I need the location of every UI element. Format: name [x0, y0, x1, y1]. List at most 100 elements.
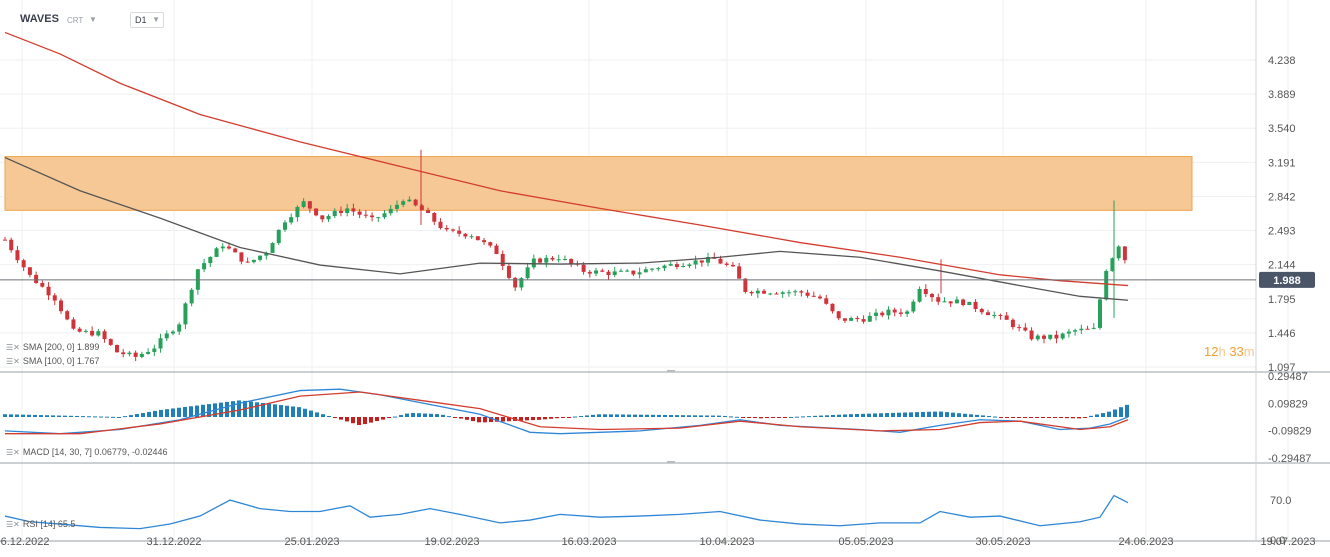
price-tick-label: 3.540	[1268, 123, 1296, 135]
symbol-name[interactable]: WAVES	[20, 13, 59, 25]
macd-bar	[87, 416, 91, 418]
candle	[245, 257, 250, 263]
macd-bar	[339, 417, 343, 420]
candle-body	[886, 309, 891, 316]
macd-bar	[687, 415, 691, 417]
candle	[668, 261, 673, 267]
date-tick-label: 25.01.2023	[284, 536, 339, 548]
candle-body	[177, 324, 182, 332]
candle-body	[550, 257, 555, 260]
candle	[289, 213, 294, 225]
candle-body	[836, 311, 841, 319]
candle-body	[1110, 258, 1115, 272]
legend-sma100[interactable]: ☰✕ SMA [100, 0] 1.767	[6, 356, 99, 366]
candle-body	[3, 239, 7, 241]
macd-bar	[429, 413, 433, 417]
candle	[438, 218, 443, 230]
candle-body	[1116, 246, 1121, 259]
candle	[650, 267, 655, 272]
macd-bar	[225, 401, 229, 417]
candle-body	[1017, 327, 1022, 329]
macd-bar	[447, 416, 451, 418]
candle-body	[475, 236, 480, 241]
candle-body	[979, 309, 984, 313]
macd-bar	[261, 402, 265, 417]
candle	[1085, 325, 1090, 330]
candle	[9, 237, 14, 253]
candle-body	[121, 352, 126, 355]
candle-body	[83, 330, 88, 332]
candle	[1116, 245, 1121, 261]
macd-bar	[423, 413, 427, 417]
macd-bar	[585, 415, 589, 417]
candle	[743, 278, 748, 294]
candle	[133, 350, 138, 362]
legend-rsi[interactable]: ☰✕ RSI [14] 65.5	[6, 519, 75, 529]
candle	[1073, 328, 1078, 336]
macd-bar	[345, 417, 349, 422]
candle-body	[500, 253, 505, 266]
candle	[220, 243, 225, 252]
candle-body	[855, 317, 860, 320]
macd-bar	[15, 414, 19, 417]
candle-body	[538, 258, 543, 263]
candle-body	[544, 257, 549, 263]
timeframe-select[interactable]: D1 ▼	[130, 12, 164, 28]
settings-icon[interactable]: ☰✕	[6, 357, 20, 366]
candle-body	[170, 331, 175, 334]
candle	[556, 254, 561, 263]
macd-bar	[723, 415, 727, 417]
macd-bar	[789, 416, 793, 418]
candle-body	[737, 266, 742, 279]
macd-bar	[951, 412, 955, 417]
macd-bar	[831, 415, 835, 417]
macd-bar	[507, 417, 511, 422]
legend-macd[interactable]: ☰✕ MACD [14, 30, 7] 0.06779, -0.02446	[6, 447, 167, 457]
macd-bar	[669, 415, 673, 417]
candle	[1017, 324, 1022, 332]
macd-bar	[861, 413, 865, 417]
legend-sma200[interactable]: ☰✕ SMA [200, 0] 1.899	[6, 342, 99, 352]
settings-icon[interactable]: ☰✕	[6, 343, 20, 352]
candle-body	[469, 236, 474, 238]
candle	[488, 241, 493, 248]
candle-body	[40, 282, 45, 287]
candle	[849, 316, 854, 321]
candle-body	[338, 210, 343, 214]
macd-tick-label: 0.09829	[1268, 398, 1308, 410]
candle	[15, 245, 20, 264]
candle-body	[52, 295, 57, 301]
candle	[239, 252, 244, 265]
candle	[724, 261, 729, 267]
candle	[992, 311, 997, 319]
candle	[967, 301, 972, 306]
macd-bar	[219, 402, 223, 417]
macd-bar	[363, 417, 367, 425]
macd-bar	[663, 414, 667, 417]
candle-body	[189, 289, 194, 304]
macd-bar	[639, 414, 643, 417]
candle	[214, 247, 219, 258]
candle-body	[251, 259, 256, 263]
settings-icon[interactable]: ☰✕	[6, 448, 20, 457]
macd-bar	[591, 414, 595, 417]
candle-body	[15, 250, 20, 261]
macd-bar	[483, 417, 487, 423]
macd-bar	[147, 411, 151, 417]
rsi-tick-label: 70.0	[1270, 495, 1291, 507]
macd-bar	[375, 417, 379, 422]
macd-bar	[387, 417, 391, 419]
macd-bar	[825, 415, 829, 417]
candle-body	[27, 267, 32, 275]
candle	[326, 214, 331, 222]
macd-bar	[1107, 411, 1111, 417]
macd-bar	[27, 414, 31, 417]
candle-body	[357, 211, 362, 215]
candle-body	[1023, 327, 1028, 331]
price-tick-label: 1.446	[1268, 328, 1296, 340]
candle-body	[208, 256, 213, 264]
candle	[463, 232, 468, 239]
timeframe-value: D1	[135, 15, 147, 25]
chevron-down-icon[interactable]: ▼	[89, 15, 97, 24]
settings-icon[interactable]: ☰✕	[6, 520, 20, 529]
